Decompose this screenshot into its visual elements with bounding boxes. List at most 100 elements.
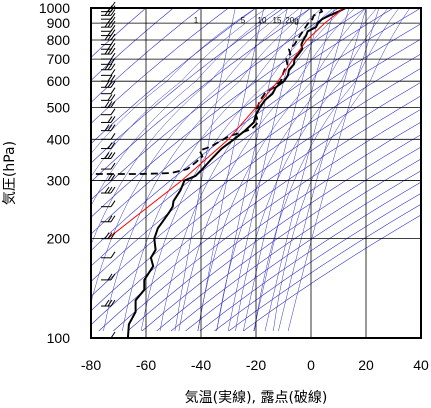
moist-adiabat-line — [216, 8, 378, 332]
wind-barb-feather — [104, 63, 110, 71]
wind-barb-feather — [104, 186, 110, 194]
wind-barb-feather — [110, 215, 116, 223]
dry-adiabat-line — [214, 192, 421, 332]
y-tick-label: 500 — [47, 99, 71, 115]
wind-barb-feather — [107, 273, 113, 281]
wind-barb — [101, 12, 116, 20]
mixing-ratio-label: 15 — [273, 16, 282, 25]
wind-barb-feather — [110, 94, 116, 101]
wind-barb — [101, 251, 116, 259]
moist-adiabat-line — [91, 8, 268, 178]
mixing-ratio-label: 1 — [194, 16, 199, 25]
wind-barb-feather — [110, 133, 116, 140]
mixing-ratio-label: 5 — [241, 16, 246, 25]
wind-barb-feather — [110, 232, 116, 239]
wind-barb — [101, 63, 116, 71]
wind-barb-feather — [107, 47, 113, 55]
grid-lines — [91, 8, 421, 338]
wind-barb-feather — [107, 215, 113, 223]
mixing-ratio-label: 20g — [285, 16, 298, 25]
mixing-ratio-line — [197, 8, 265, 332]
y-tick-label: 300 — [47, 173, 71, 189]
plot-frame — [90, 7, 422, 339]
dewpoint-line — [91, 8, 324, 175]
x-tick-label: 0 — [307, 357, 315, 373]
x-tick-labels: -80 -60 -40 -20 0 20 40 — [81, 357, 429, 373]
dry-adiabat-line — [199, 181, 421, 332]
dry-adiabat-line — [185, 170, 421, 332]
mixing-ratio-line — [216, 8, 288, 332]
wind-barb-feather — [110, 299, 116, 307]
moist-adiabat-line — [178, 8, 356, 332]
wind-barb-feather — [110, 74, 116, 82]
wind-barb — [101, 162, 116, 170]
wind-barb-feather — [104, 232, 110, 239]
dry-adiabat-line — [91, 8, 174, 81]
wind-barb-feather — [104, 9, 110, 16]
wind-barb — [101, 232, 116, 240]
wind-barb — [101, 20, 116, 28]
wind-barb-feather — [107, 186, 113, 194]
wind-barb — [101, 47, 116, 55]
wind-barb-feather — [110, 162, 116, 170]
wind-barb-feather — [110, 33, 116, 41]
x-tick-label: -80 — [81, 357, 101, 373]
y-tick-label: 200 — [47, 231, 71, 247]
dry-adiabat-line — [127, 121, 421, 332]
wind-barb — [101, 58, 116, 65]
moist-adiabat-line — [91, 8, 290, 246]
dry-adiabat-line — [91, 8, 230, 124]
dry-adiabat-line — [156, 146, 421, 332]
wind-barb-feather — [107, 20, 113, 28]
wind-barb — [101, 200, 116, 208]
wind-barb-feather — [110, 20, 116, 28]
wind-barb-feather — [110, 87, 116, 94]
dry-adiabat-line — [91, 67, 421, 312]
wind-barb — [101, 101, 116, 108]
wind-barb-feather — [104, 101, 110, 108]
wind-barb-feather — [110, 124, 116, 131]
wind-barb-feather — [107, 94, 113, 101]
moist-adiabat-line — [273, 8, 411, 332]
wind-barb-feather — [107, 74, 113, 82]
wind-barb-feather — [104, 33, 110, 41]
mixing-ratio-label: 10 — [258, 16, 267, 25]
wind-barb-feather — [107, 174, 113, 181]
x-tick-label: 40 — [413, 357, 429, 373]
moist-adiabat-line — [197, 8, 367, 332]
dry-adiabat-line — [141, 134, 421, 332]
wind-barb — [101, 273, 116, 281]
wind-barb-feather — [110, 108, 116, 115]
dry-adiabat-line — [91, 8, 367, 218]
moist-adiabat-line — [235, 8, 389, 332]
wind-barb-feather — [110, 69, 116, 76]
wind-barb-feather — [110, 186, 116, 194]
wind-barb — [101, 94, 116, 101]
wind-barb-feather — [110, 81, 116, 88]
wind-barb — [101, 116, 116, 123]
wind-barb — [101, 174, 116, 182]
moist-adiabat-line — [122, 8, 323, 332]
wind-barb-feather — [110, 9, 116, 16]
wind-barb-feather — [107, 81, 113, 88]
dry-adiabat-line — [91, 53, 421, 297]
wind-barb — [101, 299, 116, 307]
moist-adiabat-line — [91, 8, 301, 305]
data-series — [91, 8, 347, 338]
wind-barb-feather — [104, 47, 110, 55]
y-tick-label: 600 — [47, 73, 71, 89]
y-tick-label: 900 — [47, 15, 71, 31]
wind-barb — [101, 33, 116, 41]
dry-adiabat-line — [91, 8, 147, 58]
wind-barb — [101, 25, 116, 32]
wind-barb-feather — [110, 152, 116, 159]
y-tick-label: 100 — [47, 330, 71, 346]
wind-barb-feather — [104, 20, 110, 28]
mixing-ratio-line — [287, 8, 380, 332]
wind-barb-feather — [107, 116, 113, 123]
x-tick-label: -60 — [136, 357, 156, 373]
wind-barb — [101, 186, 116, 194]
wind-barb-feather — [110, 174, 116, 181]
x-tick-label: -20 — [246, 357, 266, 373]
